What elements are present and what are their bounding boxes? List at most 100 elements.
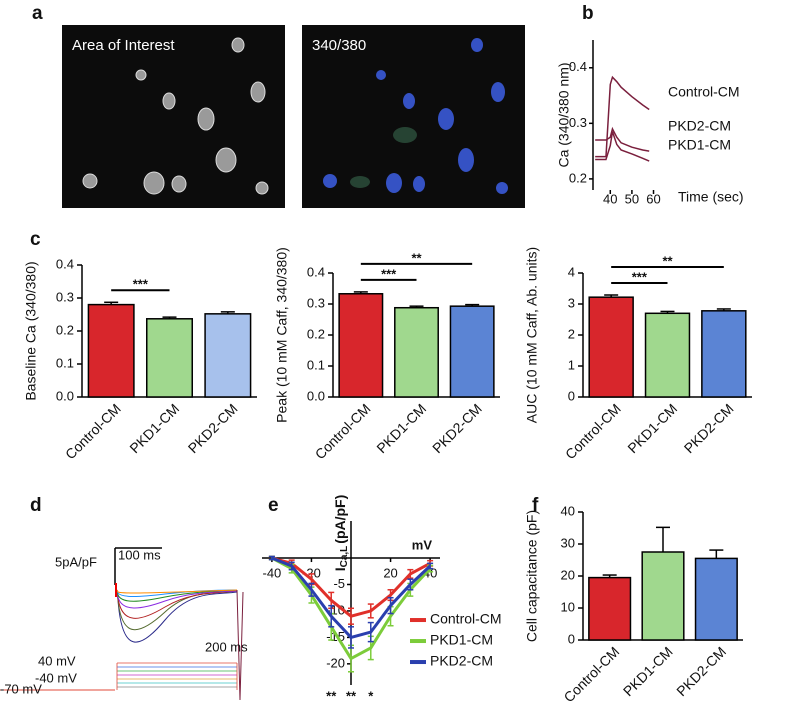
- current-traces: 5pA/pF 100 ms 200 ms 40 mV -40 mV -70 mV: [0, 547, 248, 701]
- scale-label: 100 ms: [118, 547, 161, 562]
- y-tick-label: 20: [561, 567, 575, 582]
- legend-label: PKD2-CM: [430, 653, 493, 669]
- y-tick-label: 0.1: [56, 355, 74, 370]
- series-label: PKD2-CM: [668, 118, 731, 134]
- y-tick-label: 10: [561, 599, 575, 614]
- x-axis-label: Time (sec): [678, 189, 744, 205]
- y-tick-label: 3: [568, 295, 575, 310]
- x-tick-label: PKD2-CM: [673, 643, 729, 699]
- x-tick-label: Control-CM: [312, 400, 374, 462]
- y-tick-label: 0.2: [569, 170, 587, 185]
- bar: [204, 313, 252, 398]
- series-line: [271, 556, 432, 640]
- significance-label: **: [326, 688, 337, 703]
- bar: [701, 310, 747, 398]
- bar: [394, 306, 439, 398]
- y-tick-label: 40: [561, 503, 575, 518]
- x-tick-label: Control-CM: [560, 643, 622, 705]
- series-line: [595, 126, 650, 152]
- series-line: [271, 556, 432, 661]
- x-tick-label: -40: [262, 565, 281, 580]
- x-tick-label: 60: [646, 191, 660, 206]
- series-line: [595, 75, 650, 158]
- legend-label: Control-CM: [430, 611, 502, 627]
- y-axis-label: Cell capacitance (pF): [524, 510, 540, 642]
- y-tick-label: 0.3: [569, 115, 587, 130]
- x-tick-label: PKD2-CM: [429, 400, 485, 456]
- x-axis-label: mV: [412, 537, 433, 552]
- bar: [641, 551, 685, 641]
- y-tick-label: -5: [333, 576, 345, 591]
- panel-label: e: [268, 495, 279, 516]
- panel-label: a: [32, 3, 43, 24]
- series-line: [271, 556, 431, 618]
- x-tick-label: 50: [625, 191, 639, 206]
- y-tick-label: 0.4: [569, 59, 587, 74]
- y-tick-label: 2: [568, 326, 575, 341]
- x-tick-label: 40: [603, 191, 617, 206]
- significance-label: ***: [133, 277, 149, 292]
- scale-label: 5pA/pF: [55, 554, 97, 569]
- image-label: Area of Interest: [72, 37, 175, 54]
- y-tick-label: 0.2: [56, 322, 74, 337]
- y-axis-label-part: (pA/pF): [332, 495, 348, 544]
- y-axis-label: Baseline Ca (340/380): [23, 261, 39, 400]
- bar: [644, 312, 691, 398]
- y-tick-label: 0.0: [307, 388, 325, 403]
- y-tick-label: 0: [568, 388, 575, 403]
- y-tick-label: 0: [568, 631, 575, 646]
- panel-label: b: [582, 3, 594, 24]
- panel-label: c: [30, 229, 41, 250]
- significance-label: **: [411, 250, 422, 265]
- x-tick-label: Control-CM: [562, 400, 624, 462]
- bar: [588, 296, 634, 398]
- series-label: PKD1-CM: [668, 137, 731, 153]
- image-label: 340/380: [312, 37, 366, 54]
- significance-label: **: [662, 253, 673, 268]
- legend-label: PKD1-CM: [430, 632, 493, 648]
- scale-label: 200 ms: [205, 639, 248, 654]
- y-axis-label-sub: Ca,L: [339, 546, 350, 568]
- significance-label: *: [368, 688, 374, 703]
- voltage-label: -70 mV: [0, 681, 42, 696]
- panel-label: f: [532, 495, 539, 516]
- voltage-label: 40 mV: [38, 653, 76, 668]
- bar: [449, 305, 495, 398]
- y-tick-label: 30: [561, 535, 575, 550]
- micrograph-aoi: Area of Interest: [62, 25, 285, 208]
- x-tick-label: PKD2-CM: [185, 400, 241, 456]
- bar: [87, 303, 135, 398]
- y-tick-label: 0.2: [307, 326, 325, 341]
- panel-label: d: [30, 495, 42, 516]
- y-tick-label: 4: [568, 264, 575, 279]
- y-axis-label: ICa,L (pA/pF): [332, 495, 350, 572]
- x-tick-label: PKD2-CM: [681, 400, 737, 456]
- y-axis-label: Ca (340/380 nm): [556, 62, 572, 167]
- series-label: Control-CM: [668, 84, 740, 100]
- significance-label: **: [346, 688, 357, 703]
- x-tick-label: PKD1-CM: [126, 400, 182, 456]
- bar: [146, 318, 193, 398]
- y-tick-label: 0.4: [56, 256, 74, 271]
- x-tick-label: Control-CM: [62, 400, 124, 462]
- y-axis-label: AUC (10 mM Caff, Ab. units): [524, 247, 540, 423]
- x-tick-label: PKD1-CM: [373, 400, 429, 456]
- series-line: [595, 131, 650, 162]
- significance-label: ***: [632, 269, 648, 284]
- y-tick-label: 0.0: [56, 388, 74, 403]
- y-tick-label: 1: [568, 357, 575, 372]
- x-tick-label: PKD1-CM: [620, 643, 676, 699]
- bar: [588, 576, 632, 641]
- y-tick-label: 0.4: [307, 264, 325, 279]
- y-axis-label-part: I: [332, 567, 348, 571]
- bar: [694, 557, 738, 641]
- y-tick-label: 0.3: [56, 289, 74, 304]
- bar: [338, 293, 384, 398]
- y-axis-label: Peak (10 mM Caff, 340/380): [274, 247, 290, 423]
- x-tick-label: 20: [383, 565, 397, 580]
- y-tick-label: -20: [326, 655, 345, 670]
- y-tick-label: 0.1: [307, 357, 325, 372]
- significance-label: ***: [381, 266, 397, 281]
- x-tick-label: PKD1-CM: [624, 400, 680, 456]
